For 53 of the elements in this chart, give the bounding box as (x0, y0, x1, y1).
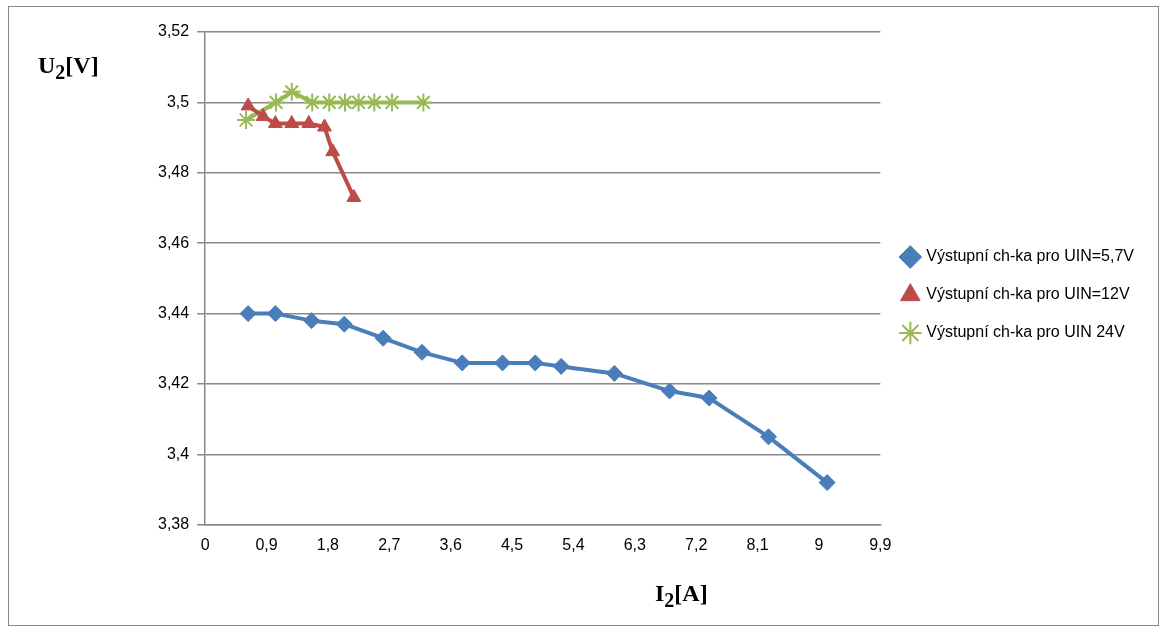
y-tick-label: 3,46 (158, 233, 190, 251)
point (284, 115, 300, 129)
x-tick-label: 7,2 (685, 535, 708, 553)
point (759, 428, 777, 446)
point (661, 382, 679, 400)
point (325, 143, 341, 157)
legend-label: Výstupní ch-ka pro UIN=5,7V (926, 247, 1135, 265)
point (302, 92, 323, 113)
point (413, 343, 431, 361)
x-tick-label: 9,9 (869, 535, 892, 553)
point (301, 115, 317, 129)
x-tick-label: 0,9 (255, 535, 278, 553)
point (267, 115, 283, 129)
x-tick-label: 8,1 (746, 535, 769, 553)
x-axis-title: I$_{2}$[A] (655, 580, 708, 612)
x-tick-label: 4,5 (500, 535, 524, 553)
y-tick-label: 3,5 (166, 92, 190, 110)
point (303, 312, 321, 330)
x-tick-label: 6,3 (623, 535, 647, 553)
x-tick-label: 9 (814, 535, 824, 553)
point (317, 118, 332, 132)
y-tick-label: 3,44 (158, 304, 190, 322)
point (552, 357, 570, 375)
point (239, 305, 257, 323)
y-tick-label: 3,48 (158, 163, 190, 181)
x-tick-label: 2,7 (378, 535, 401, 553)
point (236, 110, 257, 130)
point (700, 389, 718, 407)
point (281, 81, 302, 102)
x-tick-label: 0 (200, 535, 210, 553)
point (374, 329, 392, 347)
point (346, 188, 362, 202)
point (818, 474, 836, 492)
point (364, 92, 385, 113)
point (413, 92, 434, 113)
point (605, 364, 623, 382)
x-tick-label: 3,6 (439, 535, 462, 553)
point (266, 92, 287, 113)
y-axis-title: U$_{2}$[V] (38, 52, 99, 84)
legend-label: Výstupní ch-ka pro UIN 24V (926, 323, 1125, 341)
point (494, 354, 511, 372)
y-tick-label: 3,52 (158, 22, 190, 40)
y-tick-label: 3,38 (158, 515, 190, 533)
point (255, 107, 271, 121)
point (266, 305, 284, 323)
legend-label: Výstupní ch-ka pro UIN=12V (926, 285, 1130, 303)
y-tick-label: 3,42 (158, 374, 190, 392)
point (453, 354, 471, 372)
x-tick-label: 1,8 (316, 535, 340, 553)
y-tick-label: 3,4 (166, 444, 190, 462)
x-tick-label: 5,4 (562, 535, 585, 553)
point (240, 97, 256, 111)
point (335, 315, 353, 333)
